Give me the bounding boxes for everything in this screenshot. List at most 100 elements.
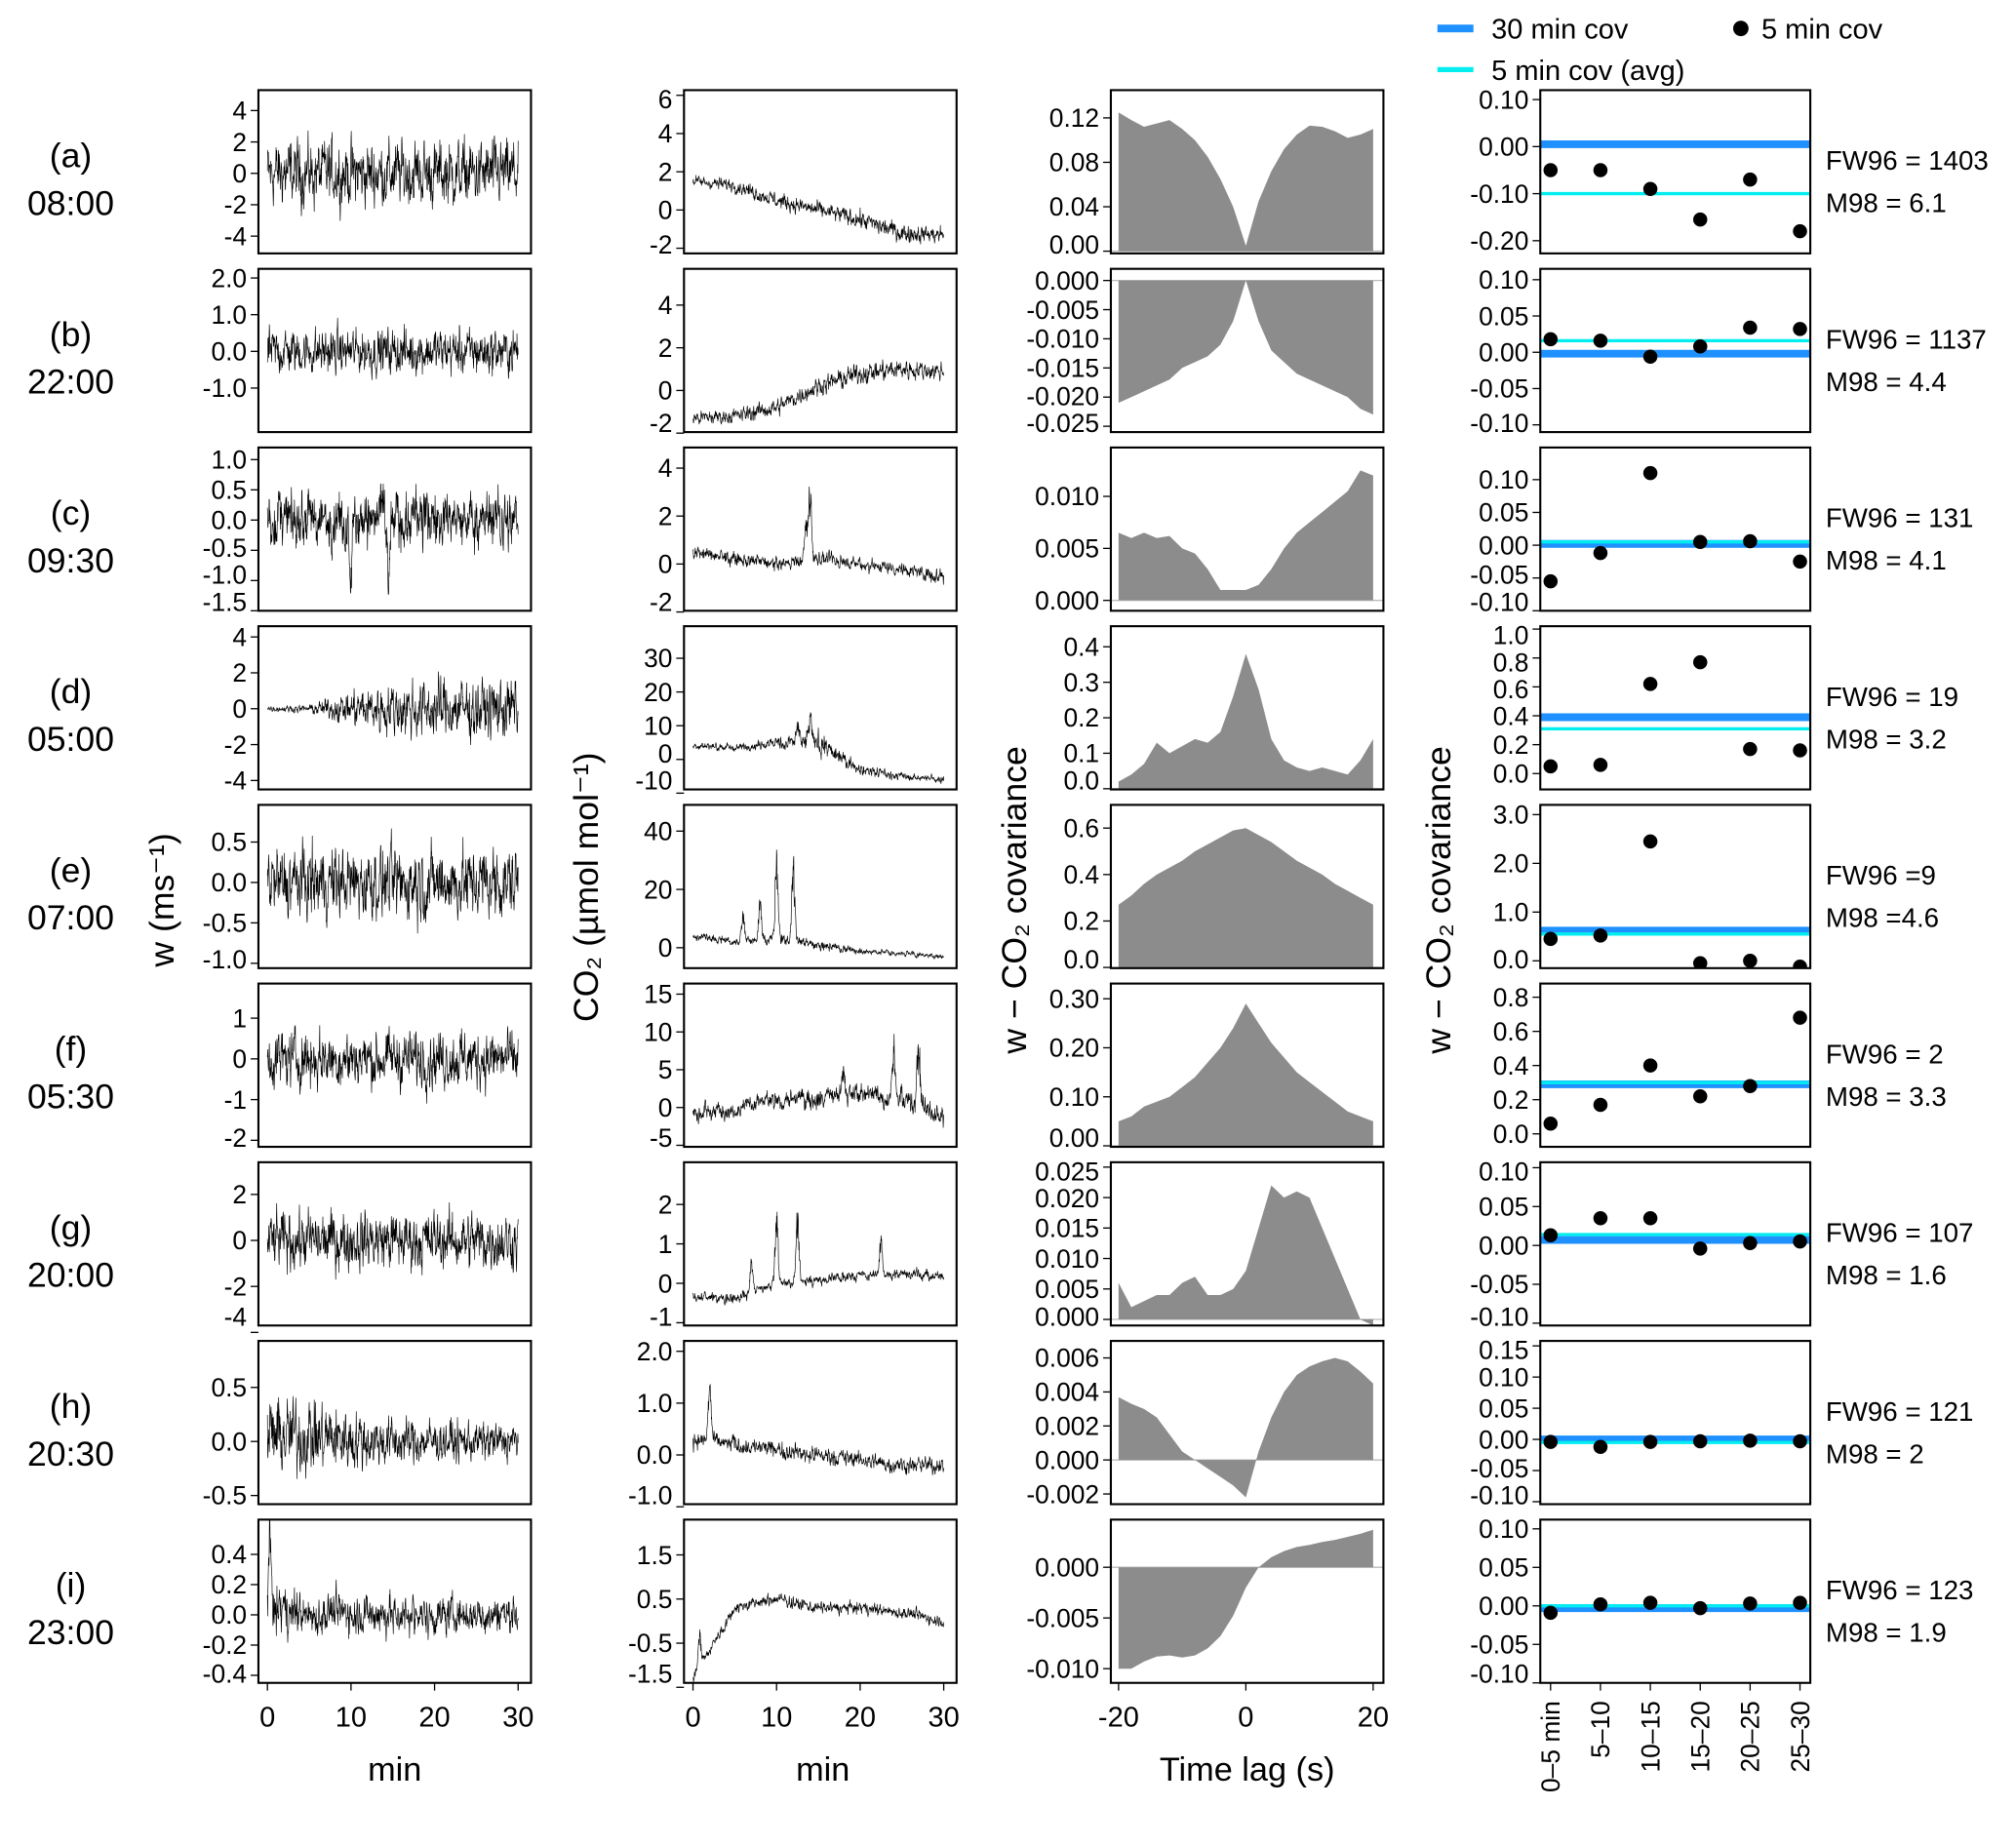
y-tick-label: 0.000	[1035, 586, 1099, 615]
panel-2-4: 0.6 0.4 0.2 0.0	[1063, 804, 1385, 974]
y-tick-label: 0	[232, 1226, 247, 1255]
x-category-label: 5–10	[1586, 1701, 1615, 1758]
cov5-dot	[1593, 1596, 1608, 1612]
window-cov-axis-title: w − CO₂ covariance	[1419, 746, 1458, 1054]
plot-area	[692, 712, 944, 784]
row-time: 08:00	[27, 183, 114, 222]
plot-area	[1540, 1010, 1811, 1131]
y-tick-label: 0.020	[1035, 1184, 1099, 1213]
plot-area	[1540, 654, 1811, 774]
y-tick-label: 0	[232, 694, 247, 724]
covariance-area	[1118, 280, 1373, 415]
panel-frame	[1539, 1518, 1812, 1684]
y-tick-label: 0.0	[1063, 945, 1099, 974]
co2-series-line	[692, 849, 944, 960]
plot-area	[692, 1384, 944, 1475]
y-tick-label: 0	[658, 196, 673, 225]
cov5-dot	[1743, 954, 1758, 968]
panel-3-2: 0.10 0.050.00-0.05-0.10	[1470, 446, 1812, 616]
panel-frame	[257, 625, 533, 791]
y-tick-label: 2	[232, 658, 247, 687]
row-label: (e)	[50, 850, 92, 889]
plot-area	[692, 1034, 944, 1128]
y-tick-label: 1	[658, 1230, 673, 1259]
y-tick-label: 2	[658, 157, 673, 186]
y-tick-label: 0.4	[1063, 860, 1099, 889]
y-tick-label: 0.5	[211, 476, 247, 505]
plot-area	[266, 130, 519, 221]
covariance-area	[1118, 112, 1373, 252]
cov5-dot	[1743, 1236, 1758, 1251]
co2-series-line	[692, 1034, 944, 1128]
y-tick-label: 0.5	[637, 1585, 673, 1614]
y-tick-label: 0.04	[1049, 192, 1099, 221]
m98-annotation: M98 = 4.4	[1826, 367, 1947, 397]
y-tick-label: -0.4	[203, 1660, 247, 1689]
cov5-dot	[1692, 1600, 1708, 1616]
x-tick-label: 30	[502, 1703, 534, 1734]
panel-frame	[1109, 804, 1385, 969]
y-tick-label: -0.002	[1026, 1479, 1099, 1509]
y-tick-label: 10	[644, 1017, 672, 1046]
y-tick-label: 0.4	[1493, 1051, 1529, 1080]
row-time: 20:30	[27, 1434, 114, 1473]
y-tick-label: -1.0	[203, 373, 247, 403]
y-tick-label: 0.4	[1063, 632, 1099, 661]
panel-frame	[257, 804, 533, 969]
panel-1-4: 40 20 0	[644, 804, 958, 969]
cov5-dot	[1743, 172, 1758, 187]
x-tick-label: 0	[1238, 1703, 1253, 1734]
y-tick-label: -0.015	[1026, 354, 1099, 383]
panel-0-7: 0.5 0.0 -0.5	[203, 1340, 533, 1511]
y-tick-label: 2	[658, 1190, 673, 1219]
y-tick-label: 0.005	[1035, 1275, 1099, 1304]
cov5-dot	[1593, 1211, 1608, 1226]
panel-2-1: 0.000-0.005-0.010-0.015-0.020-0.025	[1026, 266, 1385, 438]
y-tick-label: 0.10	[1479, 1362, 1528, 1392]
panel-frame	[683, 89, 958, 255]
y-tick-label: 0.0	[211, 1600, 247, 1629]
panel-1-8: 1.5 0.5 -0.5-1.5 0 10 20 30	[628, 1518, 960, 1734]
w-series-line	[266, 483, 519, 595]
m98-annotation: M98 = 3.3	[1826, 1081, 1947, 1112]
y-tick-label: 0.2	[1493, 1085, 1529, 1115]
cov5-dot	[1692, 1433, 1708, 1449]
panel-frame	[1539, 1340, 1812, 1506]
y-tick-label: 0.015	[1035, 1214, 1099, 1243]
cov5-dot	[1593, 758, 1608, 772]
panel-1-5: 15 10 5 0-5	[644, 980, 958, 1153]
panel-3-8: 0.10 0.05 0.00 -0.05-0.10 0–5 min 5–10 10–15 15…	[1470, 1514, 1814, 1792]
plot-area	[1110, 470, 1384, 602]
panel-1-2: 4 2 0 -2	[650, 446, 958, 616]
covariance-area	[1118, 1529, 1373, 1669]
y-tick-label: 0	[658, 1269, 673, 1298]
row-label: (f)	[55, 1030, 88, 1069]
y-tick-label: -0.5	[203, 1481, 247, 1511]
y-tick-label: -0.05	[1470, 1454, 1528, 1483]
cov5-dot	[1543, 1605, 1559, 1621]
y-tick-label: 0.05	[1479, 301, 1528, 331]
cov5-dot	[1793, 743, 1807, 758]
y-tick-label: 0.8	[1493, 983, 1529, 1012]
y-tick-label: -0.5	[628, 1629, 672, 1658]
y-tick-label: -0.10	[1470, 179, 1528, 209]
y-tick-label: 0.0	[1493, 1119, 1529, 1149]
y-tick-label: 4	[232, 97, 247, 126]
y-tick-label: 4	[658, 291, 673, 320]
y-tick-label: -10	[635, 766, 672, 796]
y-tick-label: 0.00	[1049, 230, 1099, 259]
w-series-line	[266, 1519, 519, 1643]
y-tick-label: -4	[224, 1302, 247, 1331]
x-tick-label: 0	[685, 1703, 700, 1734]
cov5-dot	[1743, 1433, 1758, 1448]
y-tick-label: 0.010	[1035, 482, 1099, 511]
y-tick-label: 1.0	[211, 446, 247, 475]
covariance-area	[1118, 1185, 1373, 1326]
panel-frame	[1539, 804, 1812, 969]
m98-annotation: M98 =4.6	[1826, 903, 1939, 933]
row-time: 07:00	[27, 898, 114, 937]
co2-series-line	[692, 359, 944, 425]
y-tick-label: -0.2	[203, 1630, 247, 1660]
cov5-dot	[1793, 1234, 1807, 1249]
